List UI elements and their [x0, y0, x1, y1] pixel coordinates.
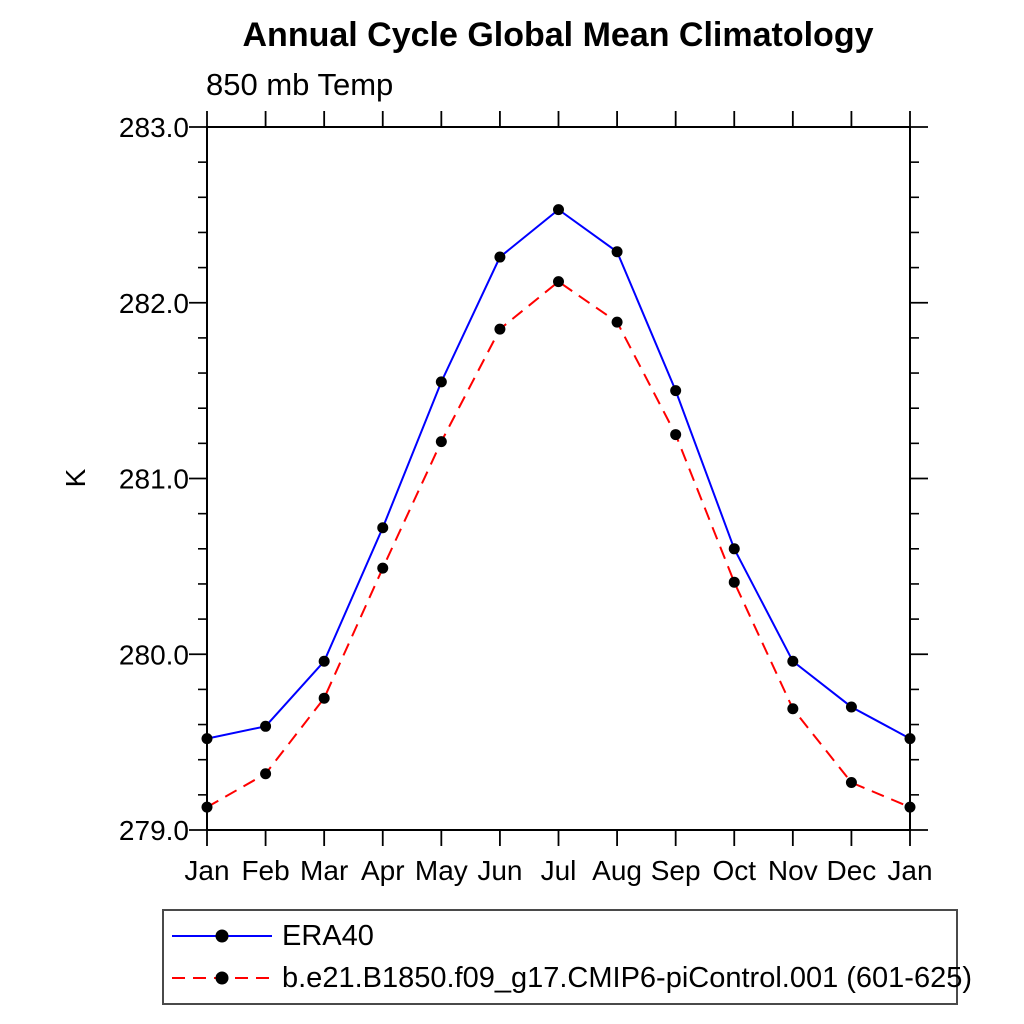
legend-label-era40: ERA40 — [282, 919, 374, 952]
data-point-marker-0 — [318, 655, 330, 667]
x-axis-tick-label: Sep — [651, 855, 701, 886]
data-point-marker-0 — [845, 701, 857, 713]
data-point-marker-0 — [611, 246, 623, 258]
data-point-marker-1 — [787, 703, 799, 715]
data-point-marker-0 — [435, 376, 447, 388]
legend-box: ERA40 b.e21.B1850.f09_g17.CMIP6-piContro… — [162, 909, 972, 1005]
x-axis-tick-label: Jul — [541, 855, 577, 886]
chart-subtitle: 850 mb Temp — [206, 67, 394, 102]
data-point-marker-1 — [201, 801, 213, 813]
x-axis-tick-label: Apr — [361, 855, 405, 886]
x-axis-tick-label: Jan — [184, 855, 229, 886]
x-axis-tick-label: May — [415, 855, 468, 886]
data-point-marker-1 — [435, 436, 447, 448]
data-point-marker-1 — [494, 323, 506, 335]
legend-item-era40: ERA40 — [168, 915, 374, 957]
y-axis-tick-label: 282.0 — [119, 288, 189, 319]
x-axis-tick-label: Jun — [477, 855, 522, 886]
y-axis-tick-label: 283.0 — [119, 112, 189, 143]
data-point-marker-1 — [904, 801, 916, 813]
x-axis-tick-label: Nov — [768, 855, 818, 886]
x-axis-tick-label: Feb — [241, 855, 289, 886]
legend-sample-marker — [215, 929, 229, 943]
y-axis-tick-label: 280.0 — [119, 639, 189, 670]
x-axis-tick-label: Jan — [887, 855, 932, 886]
y-axis-tick-label: 279.0 — [119, 815, 189, 846]
y-axis-tick-label: 281.0 — [119, 464, 189, 495]
x-axis-tick-label: Dec — [827, 855, 877, 886]
era40-line-sample — [172, 929, 272, 943]
chart-title: Annual Cycle Global Mean Climatology — [242, 16, 874, 54]
data-point-marker-1 — [670, 429, 682, 441]
series-line-1 — [206, 280, 911, 809]
x-axis-tick-label: Aug — [592, 855, 642, 886]
data-point-marker-0 — [377, 522, 389, 534]
data-point-marker-0 — [670, 385, 682, 397]
data-point-marker-1 — [318, 692, 330, 704]
data-point-marker-0 — [260, 720, 272, 732]
data-point-marker-0 — [494, 251, 506, 263]
x-axis-tick-label: Oct — [712, 855, 756, 886]
data-point-marker-0 — [728, 543, 740, 555]
legend-item-picontrol: b.e21.B1850.f09_g17.CMIP6-piControl.001 … — [168, 957, 972, 999]
x-axis-tick-label: Mar — [300, 855, 348, 886]
legend-label-picontrol: b.e21.B1850.f09_g17.CMIP6-piControl.001 … — [282, 961, 973, 994]
series-line-0 — [206, 208, 911, 740]
data-point-marker-1 — [845, 777, 857, 789]
data-point-marker-0 — [904, 733, 916, 745]
data-point-marker-0 — [787, 655, 799, 667]
legend-sample-marker — [215, 971, 229, 985]
data-point-marker-1 — [611, 316, 623, 328]
data-point-marker-0 — [553, 204, 564, 216]
data-point-marker-0 — [201, 733, 213, 745]
data-point-marker-1 — [553, 276, 564, 288]
data-point-marker-1 — [260, 768, 272, 780]
data-point-marker-1 — [377, 562, 389, 574]
data-point-marker-1 — [728, 576, 740, 588]
picontrol-line-sample — [172, 971, 272, 985]
